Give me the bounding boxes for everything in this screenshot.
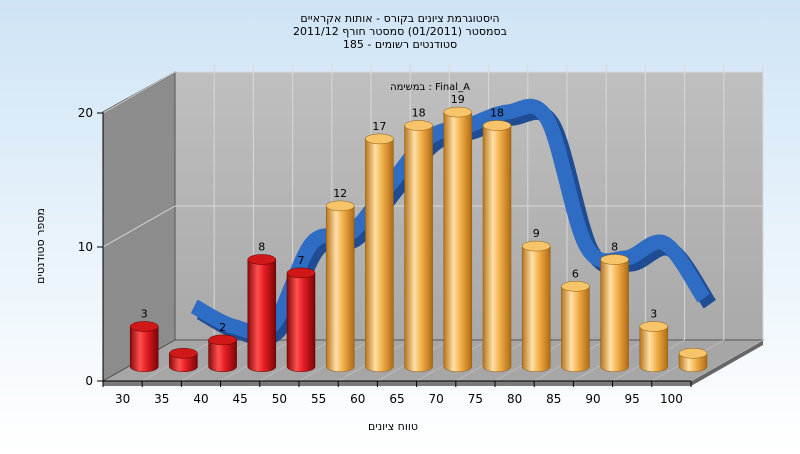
bar-85: 6: [561, 267, 590, 372]
data-label: 9: [533, 227, 540, 240]
data-label: 19: [451, 93, 465, 106]
bar-60: 17: [365, 120, 394, 372]
bar-body: [600, 259, 629, 372]
bar-top-cap: [325, 200, 355, 212]
bar-body: [561, 286, 590, 372]
x-tick-label: 55: [311, 392, 326, 406]
bar-top-cap: [482, 120, 512, 131]
y-tick-label: 0: [85, 374, 93, 388]
bar-30: 3: [129, 308, 159, 372]
bar-top-cap: [169, 348, 198, 359]
bar-body: [247, 259, 277, 372]
x-tick-label: 40: [193, 392, 208, 406]
y-tick-label: 10: [78, 240, 93, 254]
bar-40: 2: [208, 321, 237, 372]
x-tick-label: 65: [389, 392, 404, 406]
bar-body: [286, 272, 316, 372]
x-tick-label: 60: [350, 392, 365, 406]
bar-body: [208, 339, 237, 372]
title-line-1: היסטוגרמת ציונים בקורס - אותות אקראיים: [300, 12, 499, 25]
x-axis-title: טווח ציונים: [368, 420, 418, 433]
bar-55: 12: [325, 187, 355, 372]
bar-top-cap: [521, 240, 551, 252]
bar-body: [129, 326, 159, 372]
bar-top-cap: [678, 348, 708, 359]
x-tick-label: 80: [507, 392, 522, 406]
x-tick-label: 90: [585, 392, 600, 406]
bar-top-cap: [286, 267, 316, 279]
bar-95: 3: [639, 308, 669, 372]
bar-top-cap: [561, 281, 590, 292]
grid-floor: [690, 339, 764, 382]
bar-body: [404, 125, 433, 372]
bar-body: [365, 138, 394, 372]
x-tick-label: 45: [233, 392, 248, 406]
data-label: 8: [258, 241, 265, 254]
bar-65: 18: [404, 107, 433, 372]
bar-50: 7: [286, 254, 316, 372]
x-tick-label: 35: [154, 392, 169, 406]
data-label: 17: [372, 120, 386, 133]
bar-body: [639, 326, 669, 372]
y-tick-label: 20: [78, 106, 93, 120]
bars: 3 2 8 7 12 17 18 19 18 9 6 8 3: [129, 93, 708, 372]
data-label: 8: [611, 241, 618, 254]
grid-side-10: [102, 205, 176, 248]
bar-top-cap: [443, 106, 473, 118]
data-label: 3: [141, 308, 148, 321]
data-label: 12: [333, 187, 347, 200]
data-label: 18: [412, 107, 426, 120]
x-tick-label: 50: [272, 392, 287, 406]
floor-right-edge: [691, 340, 763, 386]
grid-side-20: [102, 71, 176, 114]
x-tick-label: 30: [115, 392, 130, 406]
bar-top-cap: [365, 133, 394, 145]
bar-body: [482, 125, 512, 372]
y-axis-title: מספר סטודנטים: [34, 208, 47, 284]
bar-90: 8: [600, 241, 629, 372]
x-tick-label: 70: [429, 392, 444, 406]
data-label: 3: [650, 308, 657, 321]
x-tick-label: 100: [660, 392, 683, 406]
data-label: 6: [572, 267, 579, 280]
title-line-2: בסמסטר (01/2011) סמסטר חורף 2011/12: [293, 25, 507, 38]
data-label: 2: [219, 321, 226, 334]
bar-body: [325, 205, 355, 372]
x-tick-label: 85: [546, 392, 561, 406]
x-tick-label: 75: [468, 392, 483, 406]
data-label: 7: [298, 254, 305, 267]
title-line-3: סטודנטים רשומים - 185: [343, 38, 457, 51]
bar-45: 8: [247, 241, 277, 372]
bar-top-cap: [129, 321, 159, 332]
y-tick-labels: 0 10 20: [78, 106, 103, 388]
bar-body: [443, 111, 473, 372]
bar-body: [521, 245, 551, 372]
series-label: במשימה : Final_A: [390, 82, 470, 93]
bar-100: [678, 348, 708, 372]
bar-top-cap: [404, 120, 433, 131]
bar-35: [169, 348, 198, 372]
bar-top-cap: [600, 254, 629, 265]
data-label: 18: [490, 107, 504, 120]
chart-title: היסטוגרמת ציונים בקורס - אותות אקראיים ב…: [293, 12, 507, 51]
bar-top-cap: [247, 254, 277, 265]
bar-70: 19: [443, 93, 473, 372]
bar-top-cap: [208, 334, 237, 346]
bar-75: 18: [482, 107, 512, 372]
bar-80: 9: [521, 227, 551, 372]
bar-top-cap: [639, 321, 669, 332]
x-tick-labels: 30 35 40 45 50 55 60 65 70 75 80 85 90 95 100: [102, 381, 692, 406]
floor-front-edge: [103, 381, 691, 386]
x-tick-label: 95: [625, 392, 640, 406]
